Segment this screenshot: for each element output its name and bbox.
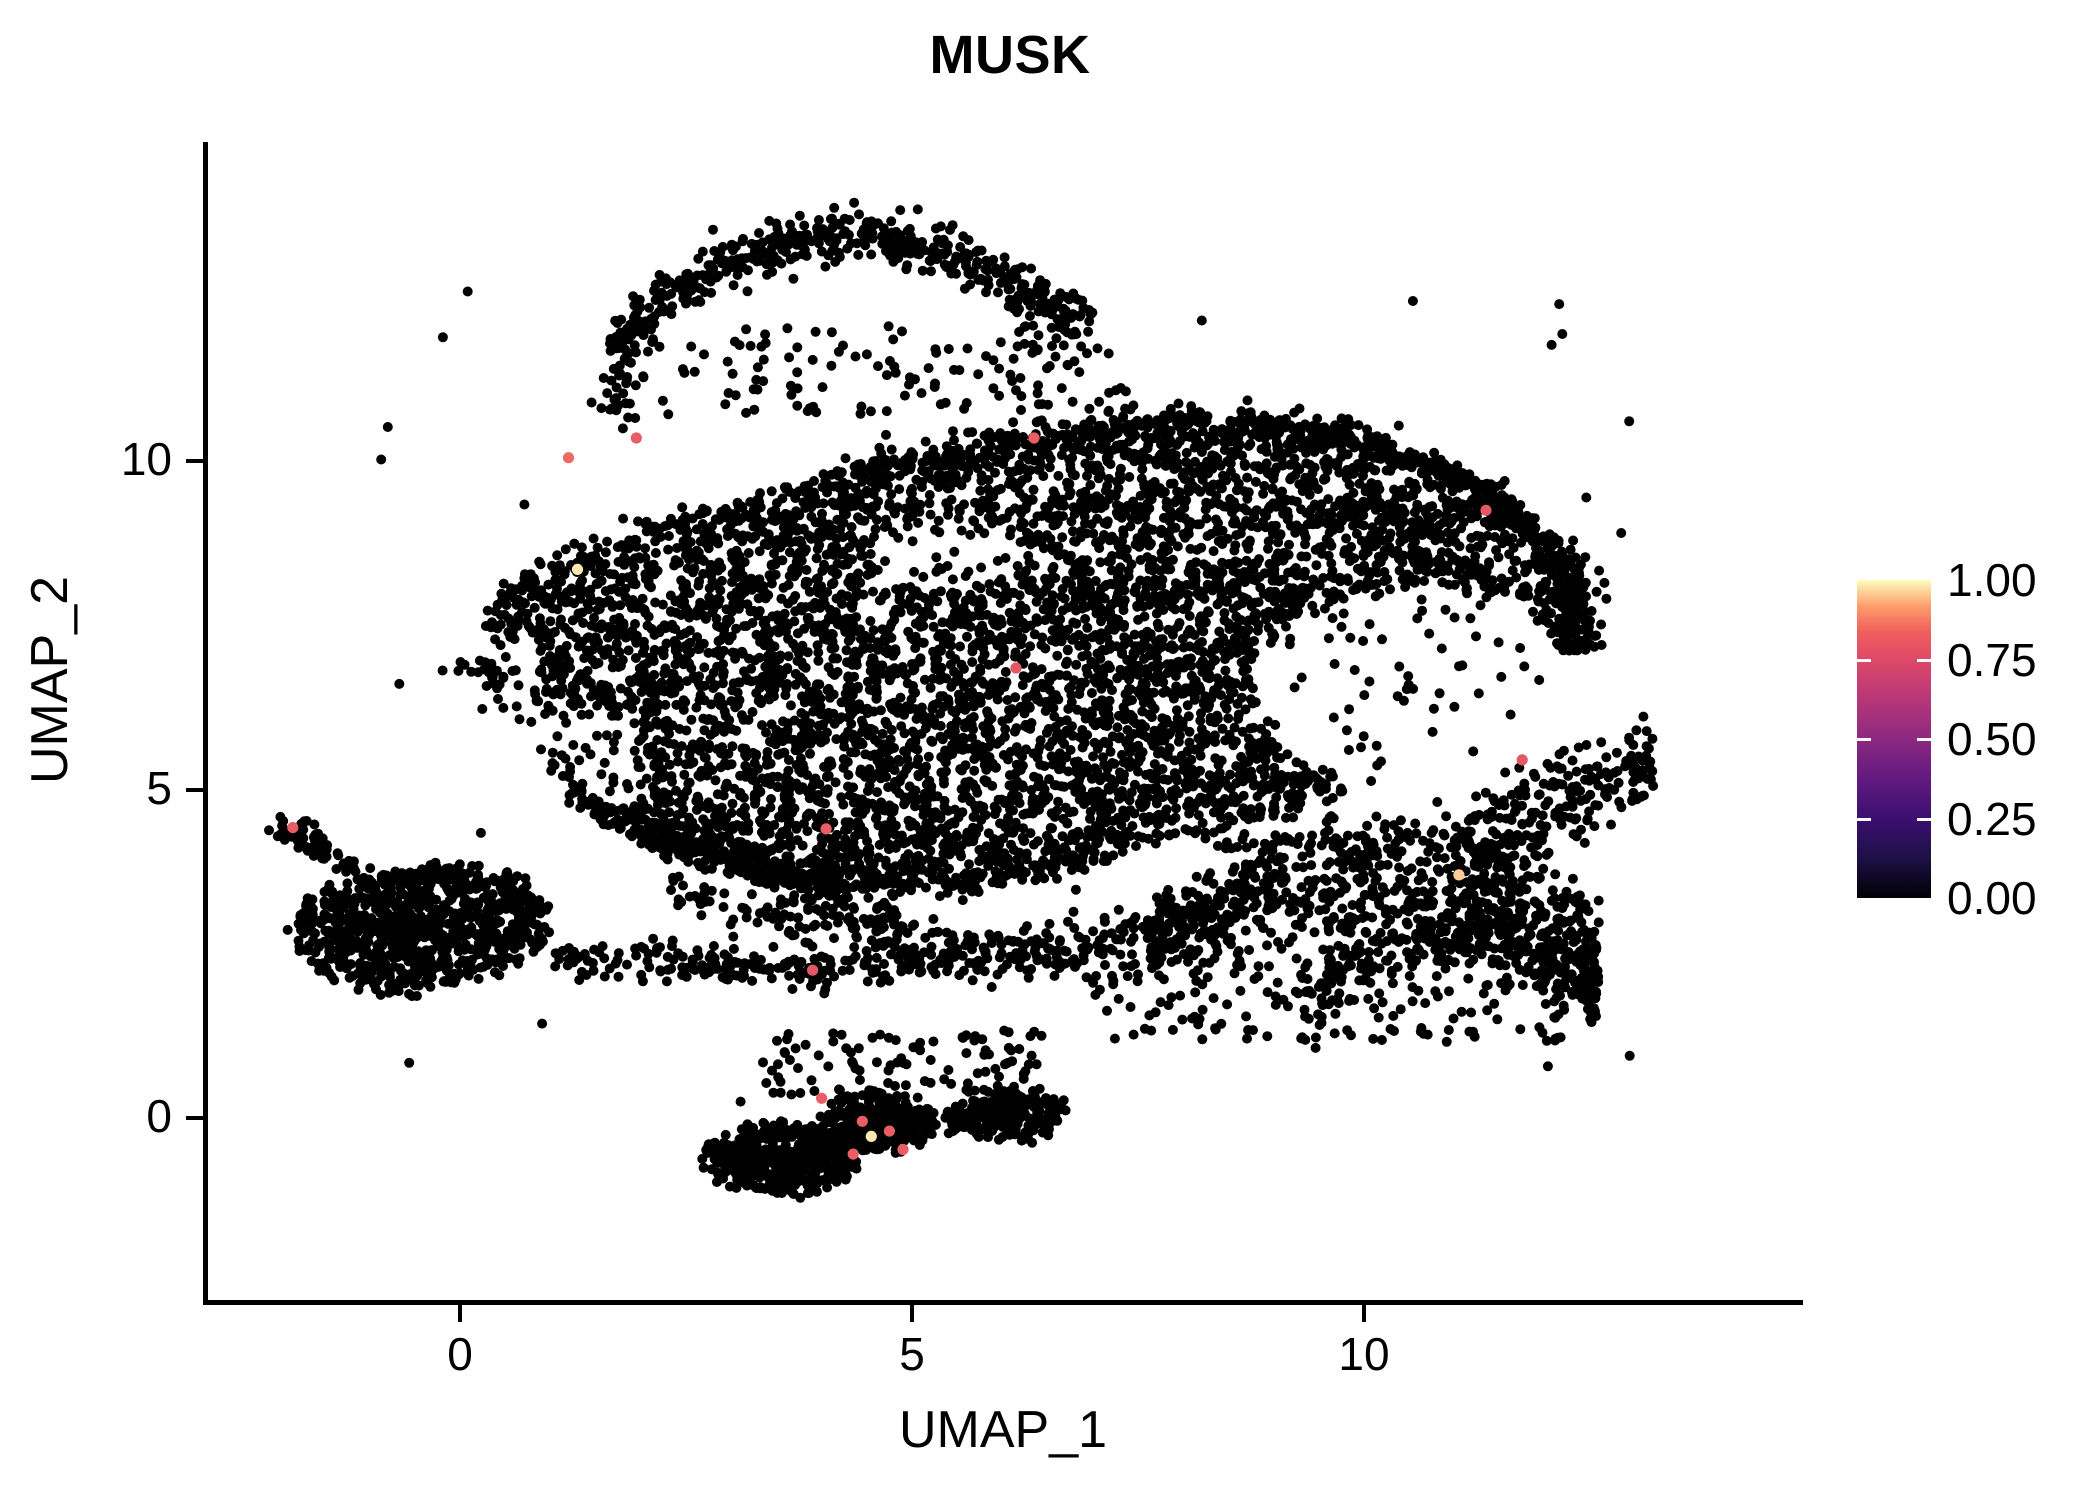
x-tick-mark — [458, 1305, 462, 1322]
highlighted-point — [1010, 662, 1022, 674]
colorbar-label: 0.00 — [1947, 872, 2037, 924]
highlighted-point — [865, 1130, 877, 1142]
scatter-plot-panel — [205, 142, 1803, 1300]
x-axis-title: UMAP_1 — [898, 1401, 1108, 1459]
highlighted-point — [807, 964, 819, 976]
y-axis-line — [203, 142, 208, 1305]
x-axis-line — [203, 1300, 1803, 1305]
highlighted-point — [571, 563, 584, 575]
highlighted-point — [883, 1125, 896, 1137]
x-tick-mark — [1362, 1305, 1366, 1322]
highlighted-point — [1480, 504, 1492, 516]
highlighted-point — [847, 1148, 859, 1160]
colorbar-label: 0.75 — [1947, 633, 2037, 686]
highlighted-point — [1028, 432, 1040, 444]
x-tick-label: 10 — [1338, 1328, 1390, 1380]
y-tick-mark — [186, 1116, 203, 1120]
highlighted-point — [856, 1115, 868, 1127]
highlighted-point — [630, 432, 642, 444]
colorbar-label: 1.00 — [1947, 554, 2037, 606]
y-tick-mark — [186, 787, 203, 792]
highlighted-point — [1516, 754, 1528, 766]
y-tick-label: 10 — [120, 433, 172, 485]
highlighted-point — [820, 823, 832, 835]
scatter-points-layer — [264, 197, 1659, 1203]
colorbar-label: 0.50 — [1947, 713, 2037, 765]
x-tick-label: 5 — [899, 1328, 925, 1380]
colorbar-tick-mark — [1917, 738, 1931, 741]
highlighted-point — [1453, 869, 1465, 881]
highlighted-point — [562, 452, 575, 464]
x-tick-label: 0 — [447, 1328, 473, 1380]
colorbar-tick-mark — [1857, 658, 1871, 662]
colorbar-tick-mark — [1857, 817, 1871, 821]
highlighted-point — [287, 822, 299, 834]
colorbar-label: 0.25 — [1947, 792, 2037, 845]
highlighted-point — [897, 1143, 909, 1156]
y-tick-mark — [186, 459, 203, 463]
y-tick-label: 5 — [146, 761, 172, 814]
x-tick-mark — [910, 1305, 914, 1322]
colorbar-tick-mark — [1857, 738, 1871, 741]
y-axis-title: UMAP_2 — [21, 575, 79, 785]
page-title: MUSK — [929, 25, 1091, 85]
colorbar-tick-mark — [1917, 817, 1931, 821]
highlighted-point — [816, 1092, 828, 1104]
colorbar-tick-mark — [1917, 658, 1931, 662]
y-tick-label: 0 — [146, 1090, 172, 1142]
